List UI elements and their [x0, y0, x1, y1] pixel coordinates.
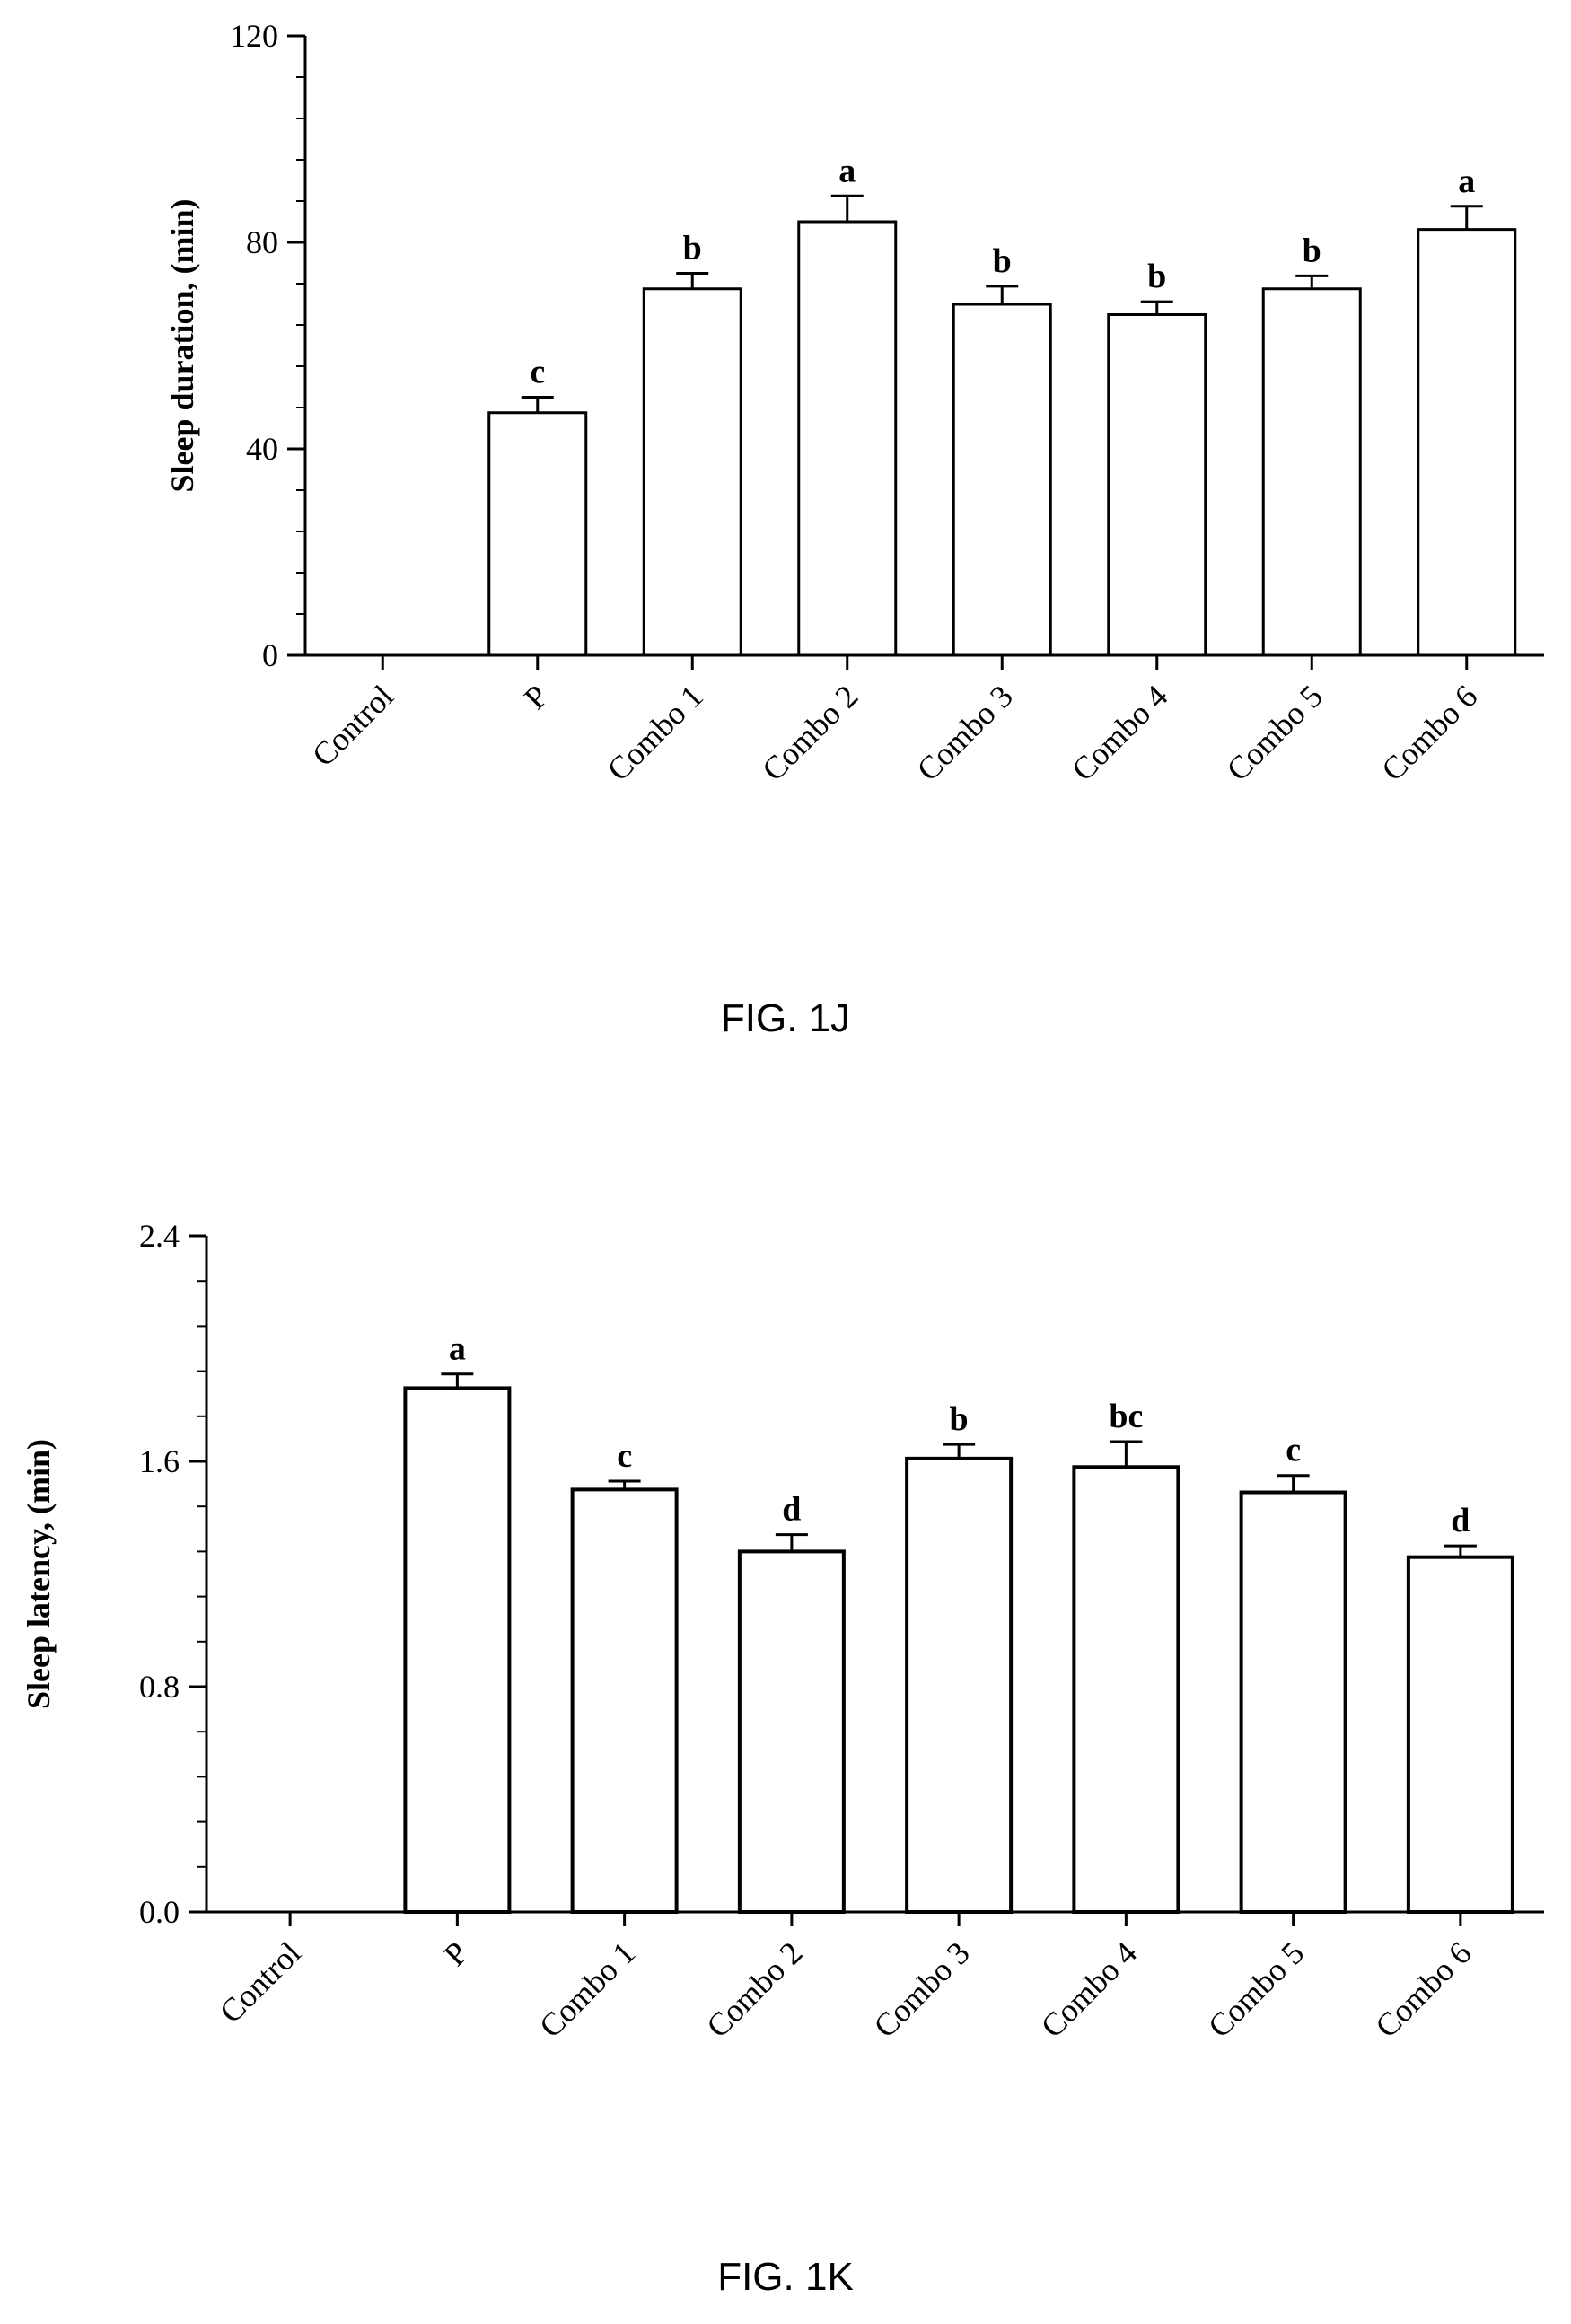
y-tick-label: 0	[262, 637, 278, 673]
chart-sleep-latency: 0.0 0.8 1.6 2.4 Sleep latency, (min) Control P…	[0, 1194, 1571, 2226]
x-tick-label: Combo 4	[1065, 678, 1174, 787]
x-tick-label: Combo 2	[699, 1934, 809, 2044]
x-tick-label: Combo 4	[1034, 1934, 1144, 2044]
bar	[907, 1459, 1011, 1912]
bar	[573, 1489, 677, 1912]
chart-sleep-duration: 0 40 80 120 Sleep duration, (min) Control Pc Co…	[0, 0, 1571, 969]
plot-area: 0 40 80 120 Sleep duration, (min) Control Pc Co…	[164, 18, 1544, 788]
x-tick-label: Combo 5	[1201, 1934, 1311, 2044]
bar	[953, 304, 1050, 655]
x-tick-label: Combo 6	[1374, 678, 1484, 787]
figure-caption-1j: FIG. 1J	[0, 996, 1571, 1041]
y-tick-label: 0.0	[139, 1894, 180, 1930]
bar	[1074, 1467, 1178, 1912]
significance-label: c	[530, 354, 545, 391]
bar	[1242, 1493, 1346, 1912]
bar	[489, 413, 586, 655]
bar	[740, 1551, 844, 1912]
significance-label: c	[617, 1437, 632, 1475]
significance-label: b	[1147, 258, 1166, 295]
bar	[1263, 289, 1360, 655]
x-tick-label: Combo 5	[1220, 678, 1330, 787]
x-tick-label: Control	[213, 1934, 308, 2030]
x-tick-label: Combo 2	[755, 678, 864, 787]
x-tick-label: Control	[305, 678, 400, 773]
significance-label: d	[782, 1491, 801, 1529]
significance-label: b	[683, 230, 702, 267]
x-tick-label: P	[517, 678, 555, 715]
x-tick-label: Combo 1	[532, 1934, 642, 2044]
y-tick-label: 1.6	[139, 1443, 180, 1479]
y-tick-label: 80	[246, 224, 278, 260]
y-axis-label: Sleep latency, (min)	[21, 1439, 57, 1709]
y-tick-label: 40	[246, 431, 278, 467]
y-axis-label: Sleep duration, (min)	[164, 198, 200, 492]
bar	[1109, 315, 1206, 656]
bar	[1409, 1557, 1513, 1912]
figure-caption-1k: FIG. 1K	[0, 2255, 1571, 2300]
y-tick-label: 120	[230, 18, 278, 54]
bar	[1418, 230, 1515, 655]
x-tick-label: Combo 1	[601, 678, 710, 787]
significance-label: c	[1286, 1432, 1301, 1469]
significance-label: d	[1451, 1502, 1470, 1539]
bar	[405, 1388, 509, 1912]
significance-label: a	[449, 1330, 466, 1368]
x-tick-label: Combo 3	[910, 678, 1020, 787]
y-tick-label: 0.8	[139, 1669, 180, 1705]
plot-area: 0.0 0.8 1.6 2.4 Sleep latency, (min) Control P…	[21, 1218, 1544, 2045]
significance-label: b	[1303, 232, 1321, 269]
x-tick-label: Combo 3	[866, 1934, 976, 2044]
significance-label: a	[838, 152, 856, 189]
bar	[799, 222, 896, 655]
significance-label: a	[1458, 162, 1475, 200]
significance-label: b	[950, 1400, 969, 1438]
significance-label: bc	[1109, 1398, 1143, 1435]
significance-label: b	[993, 242, 1012, 280]
x-tick-label: Combo 6	[1368, 1934, 1478, 2044]
bar	[644, 289, 741, 655]
y-tick-label: 2.4	[139, 1218, 180, 1254]
x-tick-label: P	[437, 1934, 475, 1972]
